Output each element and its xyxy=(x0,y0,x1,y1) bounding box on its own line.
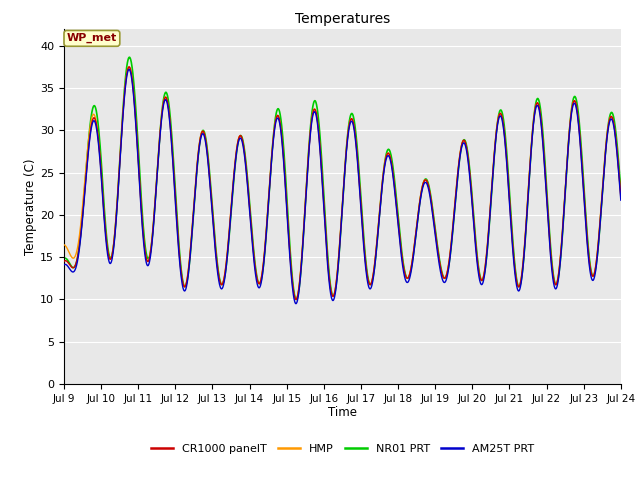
Title: Temperatures: Temperatures xyxy=(295,12,390,26)
Y-axis label: Temperature (C): Temperature (C) xyxy=(24,158,37,255)
X-axis label: Time: Time xyxy=(328,407,357,420)
Text: WP_met: WP_met xyxy=(67,33,117,44)
Legend: CR1000 panelT, HMP, NR01 PRT, AM25T PRT: CR1000 panelT, HMP, NR01 PRT, AM25T PRT xyxy=(146,439,539,458)
